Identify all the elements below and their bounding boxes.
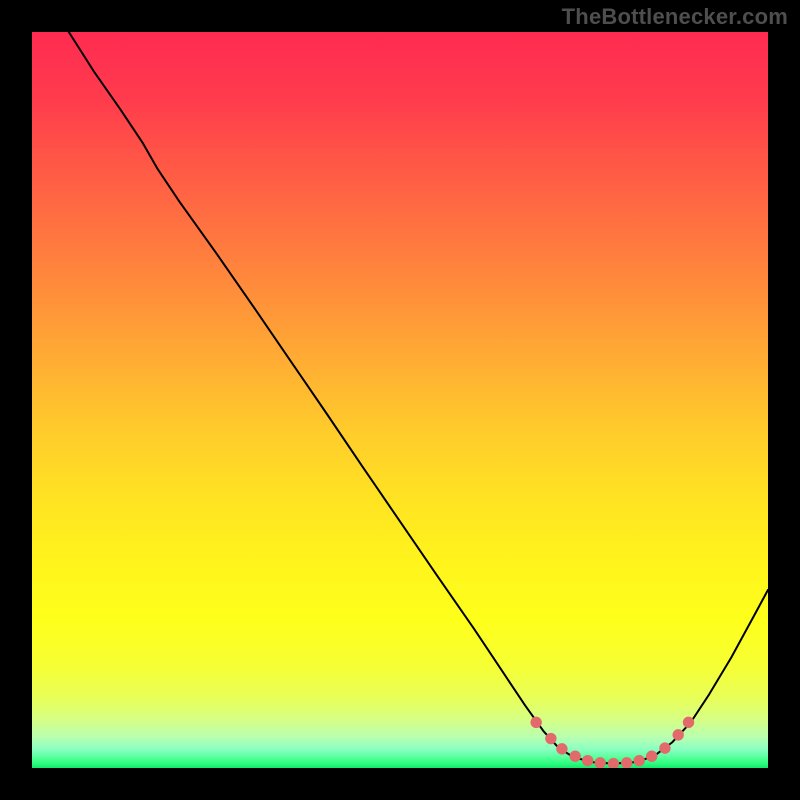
marker-point: [595, 758, 605, 768]
marker-point: [621, 758, 631, 768]
marker-point: [582, 755, 592, 765]
marker-point: [531, 717, 541, 727]
marker-point: [660, 743, 670, 753]
chart-root: TheBottlenecker.com: [0, 0, 800, 800]
marker-point: [608, 758, 618, 768]
plot-area: [32, 32, 768, 768]
marker-point: [647, 751, 657, 761]
marker-point: [673, 730, 683, 740]
marker-point: [546, 733, 556, 743]
marker-point: [557, 744, 567, 754]
marker-point: [634, 755, 644, 765]
plot-svg: [32, 32, 768, 768]
marker-point: [683, 717, 693, 727]
marker-point: [570, 751, 580, 761]
watermark-text: TheBottlenecker.com: [562, 4, 788, 30]
